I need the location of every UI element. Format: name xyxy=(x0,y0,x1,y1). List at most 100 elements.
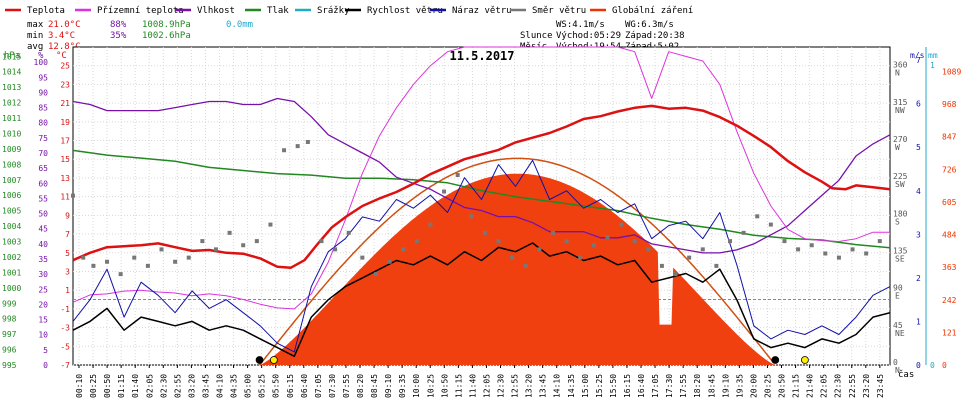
x-tick-label: 14:35 xyxy=(567,374,576,398)
axis-dir-tick: 180 xyxy=(893,209,908,218)
x-tick-label: 08:45 xyxy=(370,374,379,398)
wind-dir-point xyxy=(755,214,760,219)
stat-min-press: 1002.6hPa xyxy=(142,31,191,41)
x-tick-label: 13:45 xyxy=(539,374,548,398)
wind-dir-point xyxy=(105,259,110,264)
axis-pct-tick: 45 xyxy=(38,225,48,234)
stat-max-temp: 21.0°C xyxy=(48,20,81,30)
axis-dir-label: N xyxy=(895,69,900,78)
wind-dir-point xyxy=(118,272,123,277)
x-tick-label: 23:20 xyxy=(862,374,871,398)
x-tick-label: 19:35 xyxy=(735,374,744,398)
wind-dir-point xyxy=(268,222,273,227)
series-wind-gust xyxy=(72,159,891,353)
x-tick-label: 02:30 xyxy=(159,374,168,398)
wind-dir-point xyxy=(591,243,596,248)
axis-dir-label: SW xyxy=(895,180,905,189)
axis-pct-tick: 5 xyxy=(43,346,48,355)
wind-dir-point xyxy=(728,239,733,244)
wind-dir-point xyxy=(605,234,610,239)
sun-marker xyxy=(255,356,264,364)
axis-mm-unit: mm xyxy=(928,51,938,60)
axis-ms-tick: 3 xyxy=(916,230,921,239)
wind-dir-point xyxy=(714,263,719,268)
axis-ms-tick: 0 xyxy=(916,361,921,370)
axis-hpa-tick: 1013 xyxy=(2,83,21,92)
wind-ws: WS:4.1m/s xyxy=(556,20,605,30)
x-tick-label: 17:55 xyxy=(679,374,688,398)
x-tick-label: 07:30 xyxy=(328,374,337,398)
x-tick-label: 16:15 xyxy=(623,374,632,398)
stat-max-hum: 88% xyxy=(110,20,127,30)
axis-dir-label: E xyxy=(895,292,900,301)
axis-hpa-tick: 1015 xyxy=(2,52,21,61)
x-tick-label: 06:40 xyxy=(300,374,309,398)
axis-hpa-tick: 998 xyxy=(2,315,17,324)
wind-dir-point xyxy=(91,263,96,268)
radiation-area xyxy=(258,157,776,366)
axis-hpa-tick: 1002 xyxy=(2,253,21,262)
stat-max-rain: 0.0mm xyxy=(226,20,253,30)
x-tick-label: 02:55 xyxy=(173,374,182,398)
axis-temp-tick: 21 xyxy=(60,99,70,108)
x-tick-label: 09:35 xyxy=(398,374,407,398)
stat-avg-label: avg xyxy=(27,42,43,52)
axis-hpa-tick: 1005 xyxy=(2,207,21,216)
axis-pct-tick: 65 xyxy=(38,164,48,173)
axis-dir-label: SE xyxy=(895,254,905,263)
axis-pct-tick: 30 xyxy=(38,270,48,279)
axis-hpa-tick: 1014 xyxy=(2,68,21,77)
axis-hpa-tick: 1003 xyxy=(2,238,21,247)
wind-dir-point xyxy=(809,243,814,248)
wind-dir-point xyxy=(632,239,637,244)
axis-hpa-tick: 1004 xyxy=(2,222,21,231)
axis-mm-tick: 0 xyxy=(930,361,935,370)
wind-dir-point xyxy=(241,243,246,248)
x-tick-label: 18:45 xyxy=(707,374,716,398)
radiation-envelope xyxy=(258,157,775,366)
x-axis: 00:10 00:25 00:50 01:15 01:40 02:05 02:30 02:55… xyxy=(75,365,914,398)
x-tick-label: 17:30 xyxy=(665,374,674,398)
axis-temp-tick: 17 xyxy=(60,137,70,146)
axis-dir-tick: 135 xyxy=(893,246,908,255)
x-tick-label: 07:55 xyxy=(342,374,351,398)
axis-temp-tick: -1 xyxy=(60,305,70,314)
stat-max-label: max xyxy=(27,20,44,30)
axis-pct-tick: 0 xyxy=(43,361,48,370)
series-humidity xyxy=(72,97,891,254)
x-tick-label: 22:30 xyxy=(834,374,843,398)
axis-ms-tick: 6 xyxy=(916,100,921,109)
wind-dir-point xyxy=(319,239,324,244)
axis-temp-tick: 25 xyxy=(60,62,70,71)
wind-dir-point xyxy=(295,144,300,149)
x-tick-label: 18:20 xyxy=(693,374,702,398)
axis-temp-tick: 1 xyxy=(65,286,70,295)
wind-dir-point xyxy=(619,222,624,227)
wind-dir-point xyxy=(741,230,746,235)
legend-item: Tlak xyxy=(267,6,289,16)
wind-dir-point xyxy=(836,255,841,260)
axis-dir-label: S xyxy=(895,217,900,226)
axis-dir-tick: 90 xyxy=(893,284,903,293)
legend-item: Rychlost větru xyxy=(367,6,443,16)
axis-pct-tick: 75 xyxy=(38,134,48,143)
axis-hpa-tick: 1001 xyxy=(2,268,21,277)
axis-pct-tick: 50 xyxy=(38,210,48,219)
axis-dir-label: NW xyxy=(895,106,905,115)
x-tick-label: 15:25 xyxy=(595,374,604,398)
wind-dir-point xyxy=(550,230,555,235)
wind-dir-point xyxy=(428,222,433,227)
x-tick-label: 06:15 xyxy=(286,374,295,398)
x-tick-label: 05:00 xyxy=(244,374,253,398)
wind-dir-point xyxy=(305,139,310,144)
wind-dir-point xyxy=(455,173,460,178)
axis-temp-tick: -7 xyxy=(60,361,70,370)
x-tick-label: 04:35 xyxy=(230,374,239,398)
axis-ms-tick: 7 xyxy=(916,56,921,65)
wind-dir-point xyxy=(823,251,828,256)
wind-dir-point xyxy=(864,251,869,256)
wind-dir-point xyxy=(387,259,392,264)
radiation-fill xyxy=(259,173,776,365)
axis-temp-tick: -5 xyxy=(60,342,70,351)
x-tick-label: 21:15 xyxy=(792,374,801,398)
